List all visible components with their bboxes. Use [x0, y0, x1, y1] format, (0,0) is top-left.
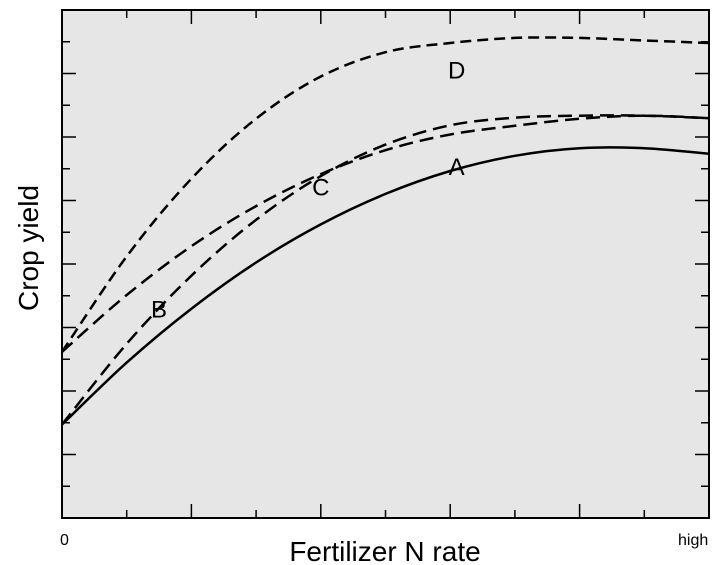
curve-labels: A B C D [151, 58, 465, 324]
plot-frame [61, 9, 710, 519]
curve-c [61, 114, 710, 353]
curve-a [61, 146, 710, 426]
axis-ticks [62, 10, 709, 518]
curve-label-b: B [151, 296, 167, 323]
plot-background [62, 10, 709, 518]
curves-layer [60, 36, 710, 426]
curve-b [61, 114, 710, 426]
curve-label-c: C [312, 174, 329, 201]
x-tick-label-start: 0 [60, 532, 69, 549]
curve-label-a: A [449, 154, 465, 181]
curve-label-d: D [448, 58, 465, 85]
y-axis-title: Crop yield [13, 185, 44, 311]
x-tick-label-end: high [678, 532, 708, 549]
x-axis-title: Fertilizer N rate [289, 536, 480, 565]
